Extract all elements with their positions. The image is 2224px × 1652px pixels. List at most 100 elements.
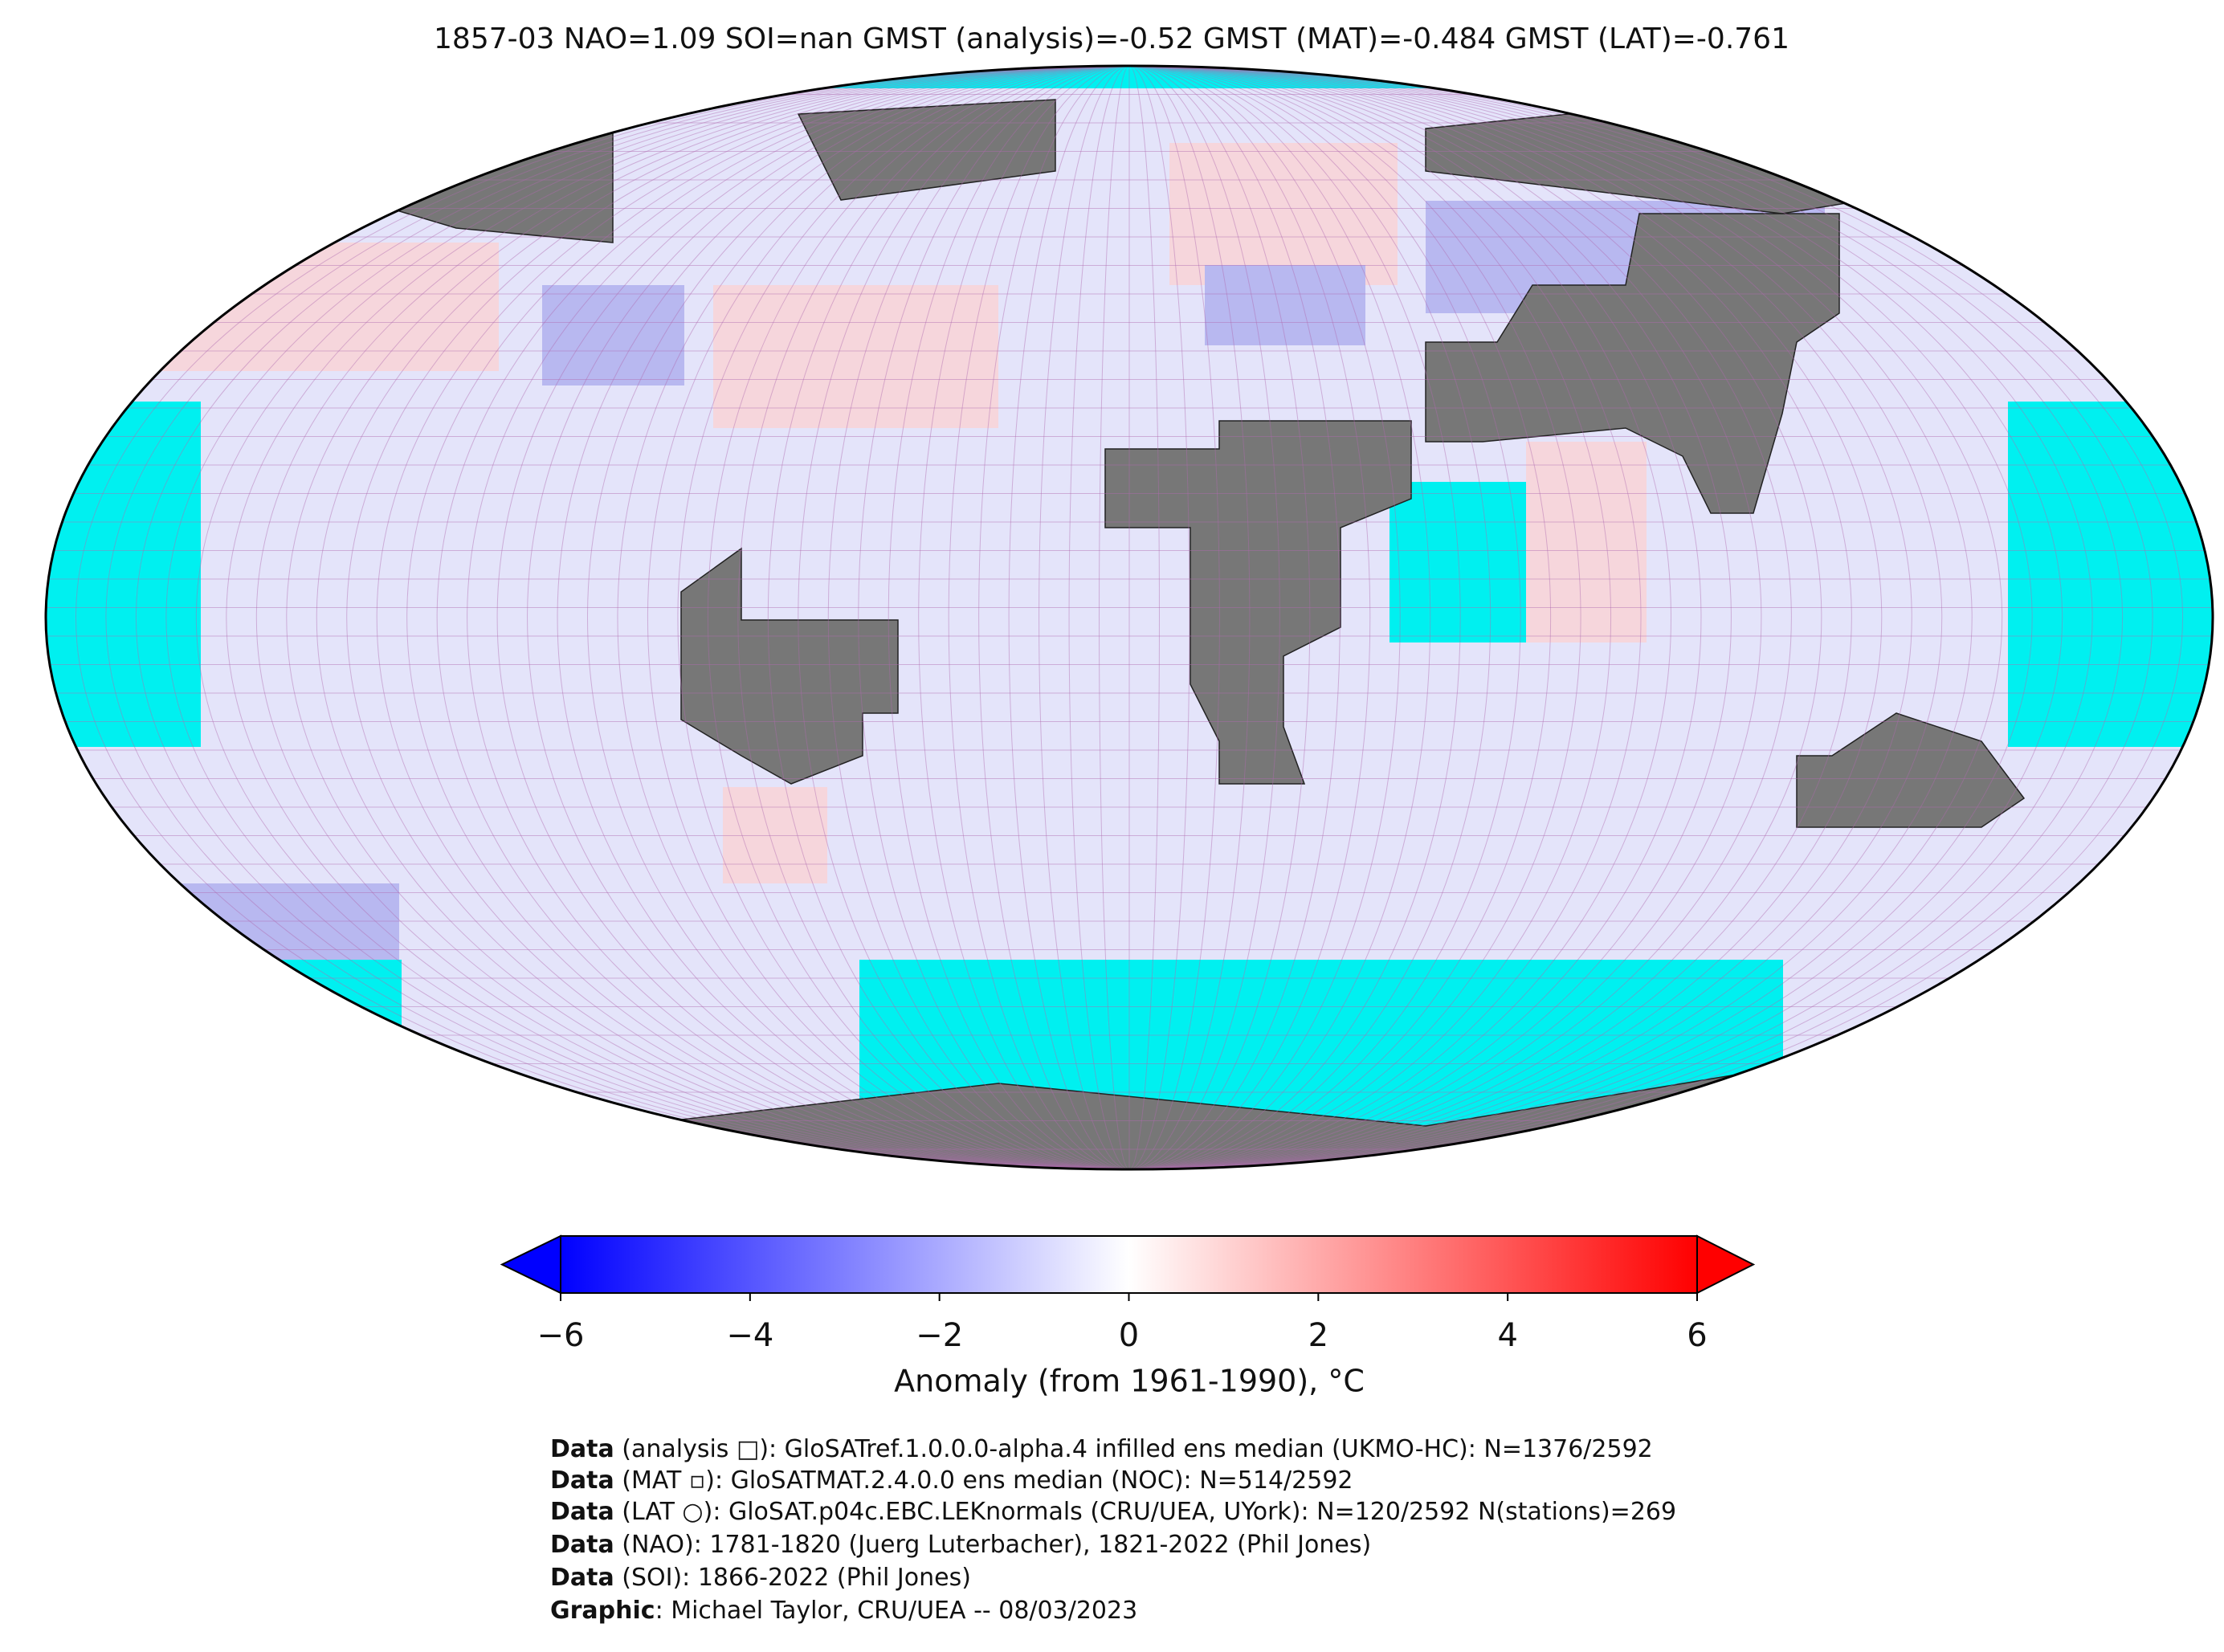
grid-meridian: [1128, 66, 1822, 1169]
colorbar-tick-label: 4: [1497, 1317, 1517, 1354]
credit-text: (LAT ○): GloSAT.p04c.EBC.LEKnormals (CRU…: [614, 1498, 1676, 1526]
grid-meridian: [1128, 66, 1401, 1169]
map-outline: [44, 64, 2214, 1171]
warm-patches: [143, 143, 1647, 883]
grid-meridian: [858, 66, 1130, 1169]
grid-meridian: [1128, 66, 2063, 1169]
grid-meridian: [286, 66, 1130, 1169]
colorbar-tick-label: −2: [916, 1317, 963, 1354]
grid-meridian: [1128, 66, 2123, 1169]
grid-meridian: [1099, 66, 1130, 1169]
grid-meridian: [376, 66, 1130, 1169]
grid-meridian: [527, 66, 1130, 1169]
grid-meridian: [316, 66, 1130, 1169]
credit-line: Data (LAT ○): GloSAT.p04c.EBC.LEKnormals…: [550, 1498, 1676, 1526]
grid-meridian: [1128, 66, 1671, 1169]
grid-meridian: [195, 66, 1130, 1169]
grid-meridian: [105, 66, 1130, 1169]
grid-meridian: [1068, 66, 1130, 1169]
grid-meridian: [1128, 66, 2033, 1169]
colorbar-tick-label: −6: [537, 1317, 585, 1354]
credit-line: Data (NAO): 1781-1820 (Juerg Luterbacher…: [550, 1531, 1371, 1559]
credit-line: Data (MAT ▫): GloSATMAT.2.4.0.0 ens medi…: [550, 1466, 1353, 1495]
grid-meridian: [436, 66, 1130, 1169]
credit-text: (analysis □): GloSATref.1.0.0.0-alpha.4 …: [614, 1435, 1653, 1463]
grid-meridian: [737, 66, 1130, 1169]
grid-meridian: [1128, 66, 1611, 1169]
grid-meridian: [1128, 66, 1702, 1169]
grid-meridian: [1128, 66, 1852, 1169]
colorbar: −6 −4 −2 0 2 4 6: [500, 1234, 1756, 1354]
colorbar-tick-label: 6: [1687, 1317, 1707, 1354]
grid-meridian: [978, 66, 1130, 1169]
grid-meridian: [557, 66, 1130, 1169]
grid-meridian: [1128, 66, 1762, 1169]
credit-text: (NAO): 1781-1820 (Juerg Luterbacher), 18…: [614, 1531, 1371, 1559]
grid-meridian: [1128, 66, 1792, 1169]
grid-meridian: [1128, 66, 1943, 1169]
grid-meridian: [1128, 66, 1581, 1169]
grid-meridian: [587, 66, 1130, 1169]
grid-meridian: [677, 66, 1130, 1169]
grid-meridian: [1128, 66, 1912, 1169]
credit-line: Data (analysis □): GloSATref.1.0.0.0-alp…: [550, 1435, 1653, 1463]
grid-cells: [46, 66, 2213, 1169]
colorbar-tick-label: −4: [726, 1317, 773, 1354]
grid-meridian: [496, 66, 1130, 1169]
grid-meridian: [346, 66, 1130, 1169]
credit-label: Data: [550, 1531, 614, 1559]
grid-meridian: [1128, 66, 2153, 1169]
title: 1857-03 NAO=1.09 SOI=nan GMST (analysis)…: [434, 22, 1789, 55]
map: [46, 66, 2213, 1169]
credit-label: Data: [550, 1498, 614, 1526]
grid-meridian: [1128, 66, 1973, 1169]
credit-label: Data: [550, 1435, 614, 1463]
grid-meridian: [827, 66, 1130, 1169]
grid-meridian: [888, 66, 1130, 1169]
colorbar-extend-high: [1696, 1234, 1756, 1295]
credit-text: (MAT ▫): GloSATMAT.2.4.0.0 ens median (N…: [614, 1466, 1353, 1495]
grid-meridian: [1128, 66, 1251, 1169]
grid-meridian: [1128, 66, 1160, 1169]
grid-meridian: [1128, 66, 2183, 1169]
grid-meridian: [1128, 66, 1732, 1169]
colorbar-tick-label: 0: [1119, 1317, 1139, 1354]
grid-meridian: [767, 66, 1130, 1169]
colorbar-extend-low: [500, 1234, 561, 1295]
grid-meridian: [1128, 66, 1642, 1169]
grid-meridian: [1128, 66, 2093, 1169]
grid-meridian: [707, 66, 1130, 1169]
colorbar-label: Anomaly (from 1961-1990), °C: [894, 1364, 1365, 1399]
grid-meridian: [1039, 66, 1130, 1169]
grid-meridian: [647, 66, 1130, 1169]
colorbar-body: [560, 1235, 1698, 1294]
grid-meridian: [918, 66, 1130, 1169]
colorbar-tick-label: 2: [1308, 1317, 1328, 1354]
grid-meridian: [798, 66, 1130, 1169]
grid-meridian: [467, 66, 1130, 1169]
credit-label: Data: [550, 1466, 614, 1495]
credit-line: Graphic: Michael Taylor, CRU/UEA -- 08/0…: [550, 1597, 1137, 1625]
grid-meridian: [1128, 66, 1311, 1169]
land-no-data: [312, 99, 2026, 1169]
credits: Data (analysis □): GloSATref.1.0.0.0-alp…: [550, 1435, 1676, 1625]
grid-meridian: [1128, 66, 1341, 1169]
grid-meridian: [617, 66, 1130, 1169]
grid-meridian: [1128, 66, 1371, 1169]
grid-meridian: [165, 66, 1130, 1169]
grid-meridian: [1128, 66, 1190, 1169]
grid-meridian: [1128, 66, 1431, 1169]
grid-meridian: [136, 66, 1130, 1169]
grid-meridian: [255, 66, 1130, 1169]
credit-label: Graphic: [550, 1597, 655, 1625]
grid-meridian: [948, 66, 1130, 1169]
grid-meridian: [1128, 66, 1552, 1169]
credit-text: : Michael Taylor, CRU/UEA -- 08/03/2023: [655, 1597, 1138, 1625]
grid-meridian: [1128, 66, 1220, 1169]
grid-meridian: [75, 66, 1130, 1169]
grid-meridian: [1128, 66, 2003, 1169]
grid-meridian: [1128, 66, 1521, 1169]
credit-label: Data: [550, 1564, 614, 1592]
